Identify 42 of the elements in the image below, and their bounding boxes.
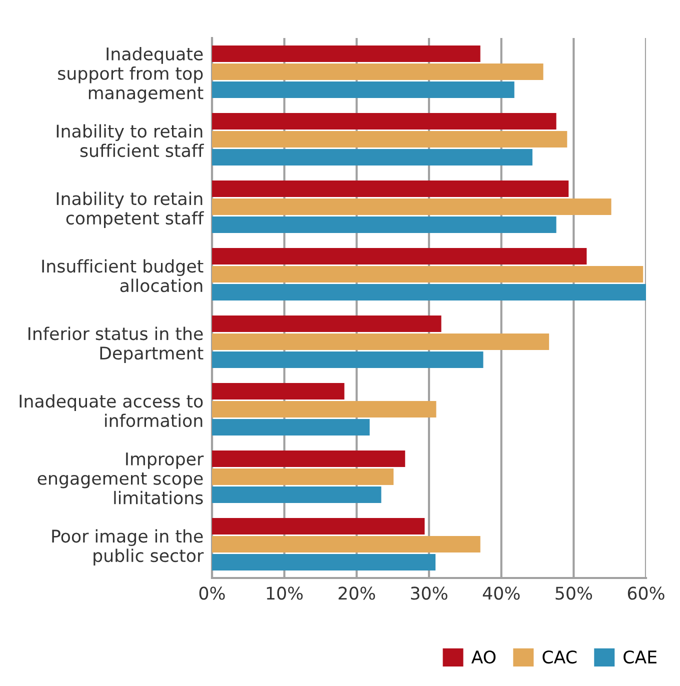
y-tick-label: Inability to retain competent staff [56, 192, 204, 228]
bar [212, 266, 644, 283]
x-tick-label: 20% [338, 586, 375, 600]
legend-label: AO [471, 650, 496, 664]
bar [212, 112, 556, 130]
bar [212, 248, 587, 265]
bar [212, 81, 514, 98]
bar [212, 418, 370, 436]
x-tick-label: 60% [628, 586, 664, 600]
legend-label: CAE [624, 650, 656, 664]
y-tick-label: Inferior status in the Department [28, 326, 204, 363]
x-tick-label: 30% [411, 586, 448, 600]
x-tick-label: 50% [556, 586, 592, 600]
bar [212, 333, 550, 350]
bar [212, 486, 382, 504]
y-tick-label: Inadequate support from top management [58, 47, 204, 103]
x-tick-label: 0% [199, 586, 225, 600]
bar [212, 315, 442, 332]
bar [212, 148, 532, 166]
bar [212, 130, 568, 148]
bar [212, 180, 569, 198]
x-tick-label: 10% [266, 586, 303, 600]
x-tick-label: 40% [482, 586, 520, 600]
y-tick-label: Inadequate access to information [20, 394, 203, 428]
y-tick-label: Insufficient budget allocation [42, 259, 204, 292]
legend-label: CAC [542, 650, 577, 664]
bar [212, 382, 344, 400]
bar [212, 216, 556, 234]
bar [212, 45, 480, 62]
bar [212, 554, 436, 571]
y-tick-label: Poor image in the public sector [52, 529, 204, 566]
bar [212, 400, 436, 418]
bar [212, 198, 612, 216]
bar [212, 518, 425, 535]
bar [212, 351, 484, 368]
bar [212, 284, 646, 301]
bar [212, 450, 406, 468]
bar [212, 536, 480, 553]
bar [212, 468, 394, 486]
bar [212, 63, 544, 80]
y-tick-label: Inability to retain sufficient staff [56, 124, 204, 158]
y-tick-label: Improper engagement scope limitations [38, 452, 204, 504]
